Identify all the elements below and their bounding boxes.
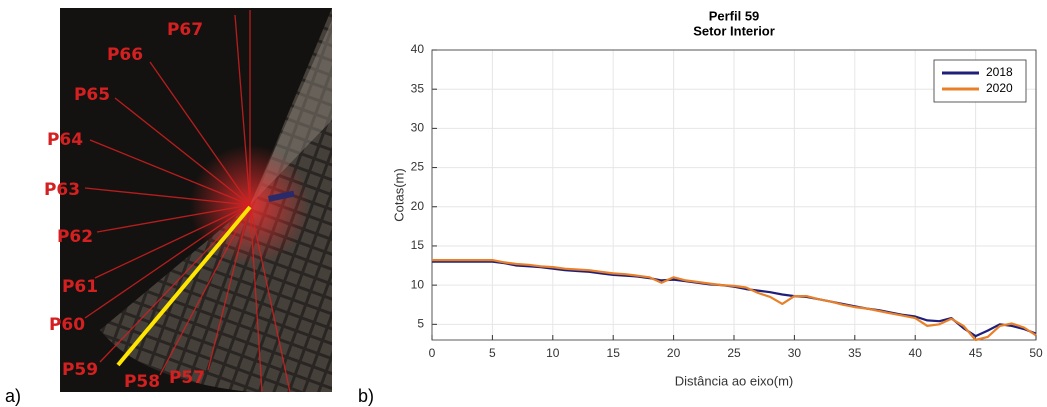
x-tick-label: 5: [489, 346, 496, 360]
profile-label: P67: [167, 20, 203, 40]
ray: [149, 61, 251, 206]
y-tick-label: 15: [411, 238, 425, 252]
y-tick-label: 20: [411, 199, 425, 213]
ray: [159, 204, 251, 376]
x-tick-label: 50: [1029, 346, 1043, 360]
profile-label: P66: [107, 45, 143, 65]
ray: [249, 204, 291, 393]
legend: 2018 2020: [933, 59, 1027, 103]
panel-label: a): [5, 386, 21, 406]
y-tick-label: 25: [411, 160, 425, 174]
x-tick-label: 45: [969, 346, 983, 360]
chart-subtitle: Setor Interior: [693, 23, 775, 38]
profile-label: P61: [62, 277, 98, 297]
ray: [84, 187, 251, 206]
profile-label: P59: [62, 360, 98, 380]
y-tick-label: 10: [411, 277, 425, 291]
legend-label: 2018: [986, 65, 1013, 79]
chart-title: Perfil 59: [709, 8, 760, 23]
panel-label: b): [358, 386, 374, 406]
y-tick-label: 40: [411, 42, 425, 56]
profile-label: P62: [57, 227, 93, 247]
ray: [99, 204, 251, 363]
x-axis-label: Distância ao eixo(m): [675, 373, 794, 388]
profile-line: [116, 205, 252, 367]
x-tick-label: 25: [727, 346, 741, 360]
x-tick-label: 40: [909, 346, 923, 360]
ray: [114, 97, 251, 206]
profile-label: P63: [44, 180, 80, 200]
series-line: [432, 259, 1037, 342]
legend-box: [933, 59, 1027, 103]
x-tick-label: 20: [667, 346, 681, 360]
profile-label: P64: [47, 130, 83, 150]
x-tick-label: 30: [788, 346, 802, 360]
y-axis-label: Cotas(m): [391, 168, 406, 221]
ray: [207, 204, 251, 371]
ray: [249, 204, 263, 393]
axes-box: [431, 49, 1037, 341]
profile-label: P58: [124, 372, 160, 392]
ray: [234, 14, 251, 206]
x-tick-label: 15: [607, 346, 621, 360]
profile-label: P60: [49, 315, 85, 335]
marker: [268, 190, 295, 202]
ray: [94, 204, 251, 279]
photo: P67 P66 P65 P64 P63 P62 P61 P60 P59 P58 P57: [44, 8, 332, 393]
y-tick-label: 5: [417, 316, 424, 330]
ray: [84, 204, 251, 319]
ray: [89, 139, 251, 206]
breakwater: [100, 8, 332, 392]
legend-label: 2020: [986, 81, 1013, 95]
x-tick-label: 0: [429, 346, 436, 360]
y-tick-label: 30: [411, 121, 425, 135]
x-tick-label: 10: [546, 346, 560, 360]
x-tick-label: 35: [848, 346, 862, 360]
chart: 5 10 15 20 25 30 35 40 0 5 10 15 20 25 30 35 40 45 50 Perfi…: [391, 8, 1043, 388]
ray: [96, 204, 251, 233]
profile-label: P57: [169, 368, 205, 388]
y-tick-label: 35: [411, 81, 425, 95]
profile-label: P65: [74, 85, 110, 105]
